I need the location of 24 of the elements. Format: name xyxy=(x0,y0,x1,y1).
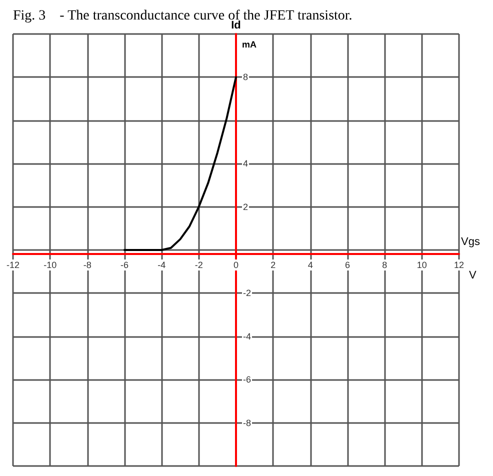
y-tick-label: -8 xyxy=(243,418,252,428)
x-tick-label: -4 xyxy=(158,260,166,270)
y-tick-label: -4 xyxy=(243,331,252,342)
x-tick-label: -8 xyxy=(83,260,92,270)
text: V xyxy=(469,270,477,282)
x-tick-label: 6 xyxy=(344,260,350,270)
x-tick-label: -6 xyxy=(120,260,129,270)
x-axis-title: Vgs xyxy=(461,236,480,248)
x-tick-label: -2 xyxy=(194,260,203,270)
x-tick-label: 0 xyxy=(233,260,239,270)
y-tick-label: 8 xyxy=(243,72,248,82)
y-tick-label: 4 xyxy=(243,158,248,169)
y-tick-label: -6 xyxy=(243,374,252,385)
x-tick-label: 12 xyxy=(454,260,464,270)
x-tick-label: -10 xyxy=(44,260,57,270)
annotation: mA xyxy=(242,40,257,50)
x-tick-label: -12 xyxy=(6,260,20,270)
line-series xyxy=(124,76,237,251)
x-tick-label: 10 xyxy=(416,260,427,270)
y-tick-label: -2 xyxy=(243,288,252,298)
x-tick-label: 4 xyxy=(308,260,313,270)
x-tick-label: 8 xyxy=(382,260,388,270)
y-tick-label: 2 xyxy=(243,202,248,212)
x-tick-label: 2 xyxy=(270,260,276,270)
